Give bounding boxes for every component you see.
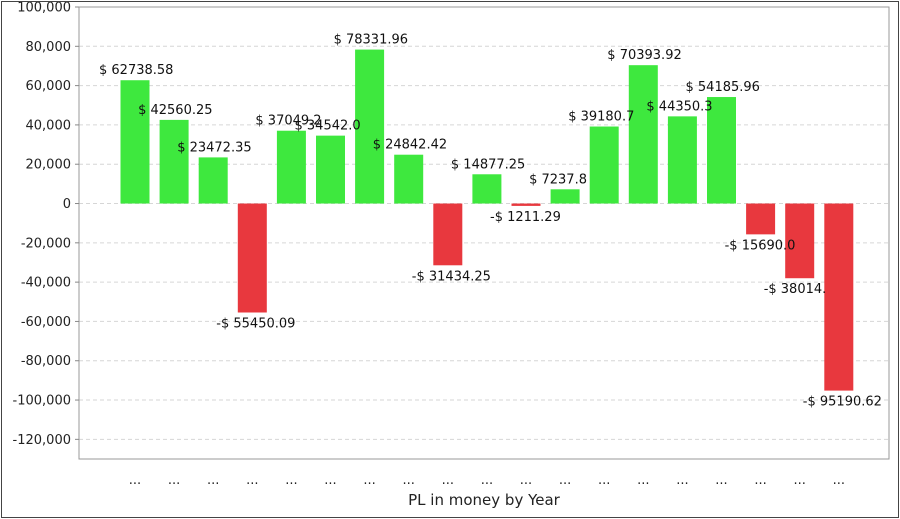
x-tick-label: ... [481,473,493,488]
data-label: $ 23472.35 [177,140,251,155]
y-tick-label: -20,000 [21,236,71,251]
bar [746,203,776,235]
bar [159,119,189,204]
bar [355,49,385,204]
y-tick-label: 60,000 [26,79,72,94]
x-axis-title: PL in money by Year [408,491,561,509]
data-label: $ 70393.92 [607,48,681,63]
bar [824,203,854,391]
x-tick-label: ... [715,473,727,488]
y-tick-label: -60,000 [21,315,71,330]
data-label: -$ 31434.25 [412,269,491,284]
x-tick-label: ... [168,473,180,488]
bar [433,203,463,266]
x-tick-label: ... [754,473,766,488]
x-tick-label: ... [793,473,805,488]
y-tick-label: -40,000 [21,276,71,291]
x-tick-label: ... [833,473,845,488]
data-label: -$ 55450.09 [216,316,295,331]
bar [511,203,541,206]
x-tick-label: ... [324,473,336,488]
data-label: $ 62738.58 [99,63,173,78]
data-label: $ 42560.25 [138,103,212,118]
data-label: -$ 1211.29 [490,210,561,225]
y-tick-label: -80,000 [21,354,71,369]
y-tick-label: -100,000 [13,394,71,409]
data-label: $ 7237.8 [529,172,587,187]
data-label: -$ 95190.62 [803,395,882,410]
x-tick-label: ... [676,473,688,488]
data-label: $ 44350.3 [646,99,712,114]
x-tick-label: ... [285,473,297,488]
bar [316,135,345,204]
data-label: $ 37049.2 [255,114,321,129]
bar [550,189,580,204]
y-tick-label: 0 [63,197,71,212]
x-tick-label: ... [520,473,532,488]
bar [120,80,150,204]
bar [237,203,267,313]
bar [394,154,424,204]
data-label: -$ 15690.0 [725,238,796,253]
y-tick-label: 80,000 [26,40,72,55]
x-tick-label: ... [598,473,610,488]
x-tick-label: ... [559,473,571,488]
bar [589,126,619,204]
data-label: $ 54185.96 [686,80,760,95]
x-tick-label: ... [637,473,649,488]
x-tick-label: ... [402,473,414,488]
bar [707,97,736,204]
x-tick-label: ... [442,473,454,488]
data-label: -$ 38014. [764,282,827,297]
data-label: $ 34542.0 [295,119,361,134]
gridlines [79,6,889,440]
axes: 100,000 80,000 60,000 40,000 20,000 0 -20,000 -… [13,2,890,488]
x-tick-label: ... [129,473,141,488]
x-tick-label: ... [207,473,219,488]
bar [667,116,697,204]
data-labels: $ 62738.58 $ 42560.25 $ 23472.35 -$ 55450.0… [99,33,882,410]
data-label: $ 78331.96 [334,33,408,48]
bar [276,130,306,204]
bar [198,157,228,204]
x-tick-label: ... [246,473,258,488]
y-tick-label: 40,000 [26,118,72,133]
data-label: $ 24842.42 [373,138,447,153]
y-tick-label: 100,000 [17,2,71,16]
bar [472,174,502,204]
data-label: $ 39180.7 [568,110,634,125]
bar [785,203,815,279]
bars [120,49,854,391]
data-label: $ 14877.25 [451,157,525,172]
y-tick-label: -120,000 [13,433,71,448]
x-tick-label: ... [363,473,375,488]
plot-border [78,6,890,460]
bar [628,65,658,204]
y-tick-label: 20,000 [26,158,72,173]
